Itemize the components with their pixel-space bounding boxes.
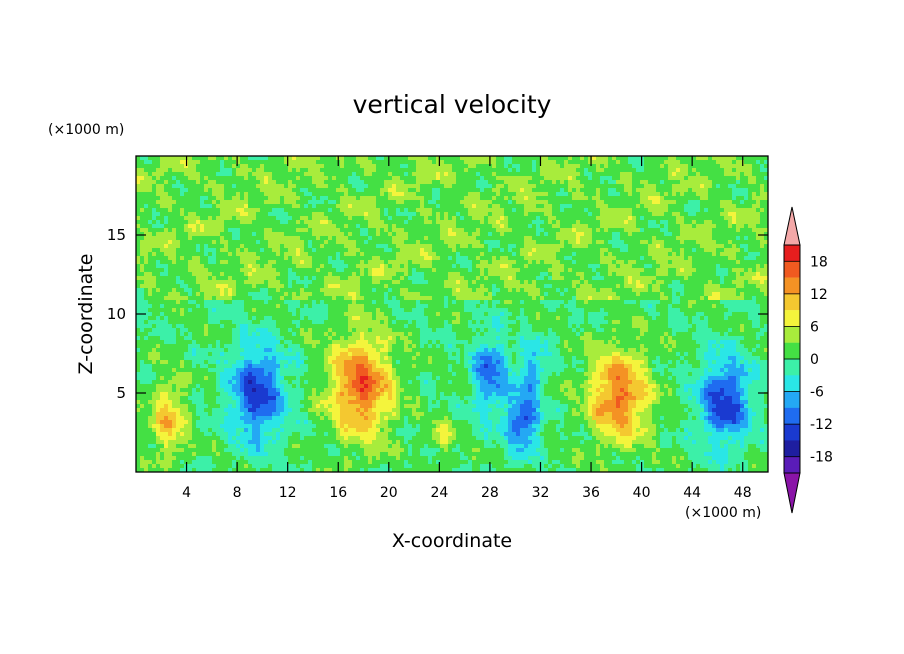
colorbar-bin	[784, 342, 800, 360]
colorbar-tick-label: -18	[810, 450, 833, 466]
y-unit-label: (×1000 m)	[48, 122, 124, 138]
x-tick-label: 24	[430, 485, 448, 501]
x-tick-label: 20	[380, 485, 398, 501]
contour-field	[136, 156, 769, 473]
x-tick-label: 8	[233, 485, 242, 501]
colorbar-bin	[784, 245, 800, 262]
y-axis: 5 10 15	[107, 226, 768, 402]
colorbar-bin	[784, 440, 800, 457]
colorbar-tick-label: 18	[810, 254, 828, 270]
x-tick-label: 44	[683, 485, 701, 501]
x-tick-label: 12	[279, 485, 297, 501]
x-tick-label: 28	[481, 485, 499, 501]
colorbar-tick-label: -6	[810, 385, 824, 401]
chart-title: vertical velocity	[353, 90, 552, 119]
colorbar-bin	[784, 456, 800, 474]
colorbar-bin	[784, 424, 800, 441]
colorbar-bin	[784, 310, 800, 327]
x-tick-label: 32	[532, 485, 550, 501]
x-axis: 4 8 12 16 20 24 28 32 36 40 44 48	[182, 156, 752, 501]
colorbar-bin	[784, 391, 800, 409]
colorbar-tick-label: 12	[810, 287, 828, 303]
colorbar-tick-label: 6	[810, 319, 819, 335]
x-axis-label: X-coordinate	[392, 530, 512, 552]
y-tick-label: 15	[107, 226, 126, 244]
y-tick-label: 10	[107, 305, 126, 323]
colorbar-bin	[784, 326, 800, 343]
colorbar-bin	[784, 261, 800, 278]
colorbar-over-triangle	[783, 206, 801, 246]
colorbar-bin	[784, 359, 800, 376]
x-tick-label: 48	[734, 485, 752, 501]
colorbar-tick-label: 0	[810, 352, 819, 368]
colorbar-bin	[784, 277, 800, 295]
x-tick-label: 40	[633, 485, 651, 501]
x-tick-label: 16	[329, 485, 347, 501]
colorbar-bin	[784, 407, 800, 425]
x-tick-label: 36	[582, 485, 600, 501]
colorbar: 18 12 6 0 -6 -12 -18	[783, 206, 833, 514]
x-tick-label: 4	[182, 485, 191, 501]
x-unit-label: (×1000 m)	[685, 505, 761, 521]
colorbar-tick-label: -12	[810, 417, 833, 433]
y-tick-label: 5	[116, 384, 126, 402]
colorbar-under-triangle	[783, 472, 801, 514]
colorbar-bin	[784, 293, 800, 311]
colorbar-bin	[784, 375, 800, 392]
y-axis-label: Z-coordinate	[75, 254, 97, 375]
